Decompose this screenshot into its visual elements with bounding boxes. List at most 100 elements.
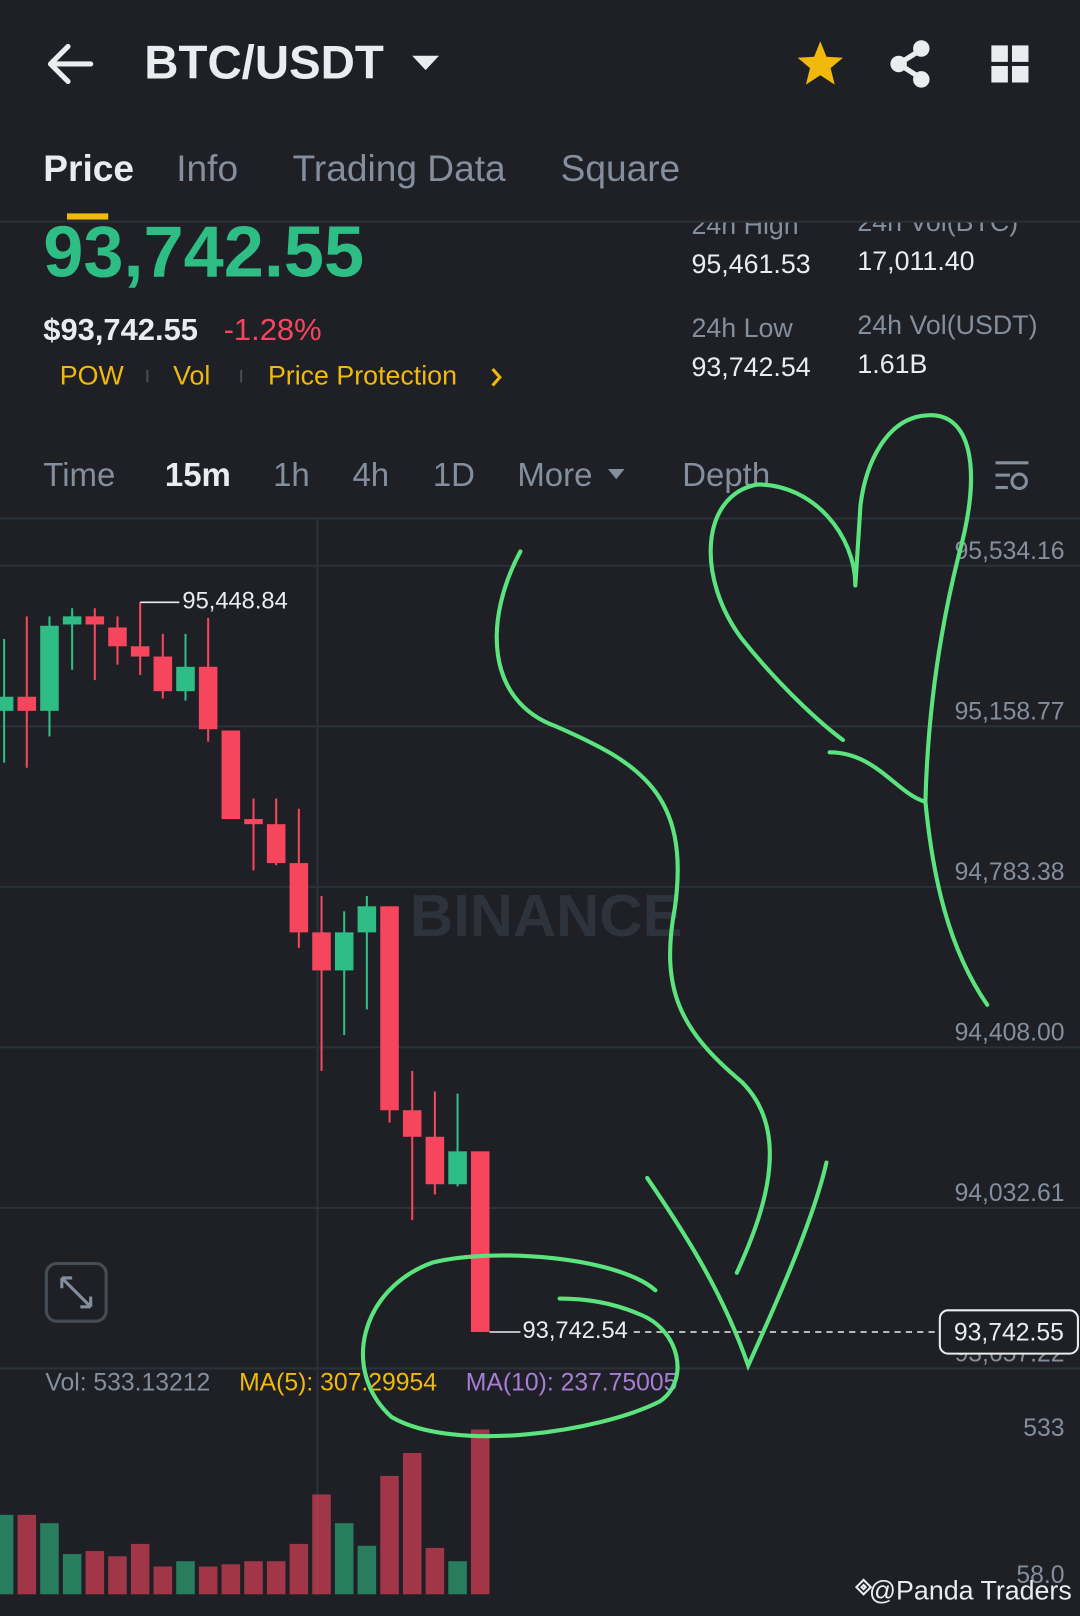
high-label: 95,448.84 — [182, 589, 287, 615]
volume-bar — [402, 1453, 422, 1595]
volume-bar — [357, 1545, 377, 1595]
credit-icon — [854, 1578, 873, 1596]
candle-body — [244, 819, 263, 825]
tab[interactable]: Square — [561, 147, 681, 189]
volume-bar — [380, 1475, 399, 1595]
candle-body — [402, 1110, 422, 1137]
credit-text: @Panda Traders — [869, 1575, 1072, 1605]
interval[interactable]: 1D — [433, 456, 475, 493]
volume-bar — [17, 1514, 37, 1595]
candle-body — [153, 656, 173, 692]
volume-bar — [266, 1561, 286, 1595]
expand-icon — [60, 1276, 93, 1309]
volume-bar — [312, 1494, 331, 1595]
volume-bar — [221, 1564, 241, 1595]
volume-legend: MA(10): 237.75005 — [466, 1370, 678, 1397]
current-price-box — [938, 1309, 1079, 1355]
stat-label: 24h High — [691, 210, 798, 240]
share-button[interactable] — [890, 40, 930, 88]
separator — [146, 370, 149, 383]
tag[interactable]: POW — [60, 360, 125, 390]
separator — [240, 370, 243, 383]
tab[interactable]: Info — [176, 147, 238, 189]
chart-settings[interactable] — [995, 461, 1029, 491]
interval[interactable]: 15m — [165, 456, 231, 493]
watermark: BINANCE — [410, 882, 682, 949]
candle-body — [357, 906, 377, 933]
volume-bar — [0, 1514, 14, 1595]
volume-bar — [85, 1551, 105, 1595]
candle-body — [380, 906, 399, 1111]
y-tick-label: 95,534.16 — [955, 538, 1065, 565]
stat-value: 17,011.40 — [857, 246, 974, 276]
volume-legend: Vol: 533.13212 — [45, 1370, 210, 1397]
more-dropdown[interactable] — [608, 468, 625, 480]
candle-body — [108, 627, 127, 647]
candle-body — [176, 666, 195, 692]
volume-bar — [289, 1543, 309, 1595]
interval[interactable]: 1h — [273, 456, 310, 493]
stat-value: 95,461.53 — [691, 249, 810, 279]
candle-body — [266, 824, 286, 864]
volume-tick-label: 58.0 — [1016, 1562, 1064, 1589]
volume-legend: MA(5): 307.29954 — [239, 1370, 437, 1397]
pair-dropdown[interactable] — [412, 55, 440, 71]
candle-body — [17, 696, 37, 711]
tab[interactable]: Price — [43, 147, 134, 189]
candle-body — [130, 646, 150, 657]
candle-body — [470, 1151, 490, 1332]
interval[interactable]: Time — [43, 456, 115, 493]
interval[interactable]: 4h — [352, 456, 389, 493]
stat-label: 24h Vol(USDT) — [857, 310, 1037, 340]
tag[interactable]: Price Protection — [268, 360, 457, 390]
volume-bar — [62, 1554, 82, 1595]
back-button[interactable] — [47, 43, 94, 85]
grid-menu[interactable] — [991, 45, 1029, 83]
y-tick-label: 95,158.77 — [955, 698, 1065, 725]
usd-price: $93,742.55 — [43, 312, 198, 347]
candle-body — [85, 616, 105, 625]
volume-bar — [244, 1561, 263, 1595]
interval[interactable]: Depth — [682, 456, 770, 493]
y-tick-label: 94,032.61 — [955, 1180, 1065, 1207]
candle-body — [448, 1151, 467, 1185]
stat-label: 24h Low — [691, 313, 793, 343]
volume-bar — [448, 1561, 467, 1595]
stat-label: 24h Vol(BTC) — [857, 207, 1018, 237]
volume-bar — [334, 1523, 354, 1595]
pair-title[interactable]: BTC/USDT — [144, 37, 384, 90]
y-tick-label: 94,783.38 — [955, 859, 1065, 886]
volume-tick-label: 533 — [1023, 1415, 1064, 1442]
tab-indicator — [66, 213, 109, 220]
candle-body — [62, 616, 82, 625]
tab[interactable]: Trading Data — [293, 147, 506, 189]
y-tick-label: 94,408.00 — [955, 1020, 1065, 1047]
last-price: 93,742.55 — [43, 213, 364, 293]
volume-bar — [470, 1429, 490, 1595]
stat-value: 1.61B — [857, 349, 927, 379]
interval[interactable]: More — [517, 456, 592, 493]
volume-bar — [425, 1547, 445, 1595]
credit: @Panda Traders — [854, 1575, 1072, 1605]
favorite-star[interactable] — [797, 41, 843, 85]
candle-body — [0, 696, 14, 711]
stats: 24h High 95,461.53 24h Vol(BTC) 17,011.4… — [691, 207, 1037, 382]
candle-body — [312, 932, 331, 971]
expand-button[interactable] — [44, 1261, 108, 1323]
candle-body — [334, 932, 354, 971]
candle-body — [425, 1136, 445, 1185]
candle-body — [289, 863, 309, 933]
candle-body — [198, 666, 218, 730]
chart: 95,534.16 95,158.77 94,783.38 94,408.00 94,0… — [0, 538, 1080, 1595]
volume-bar — [176, 1561, 195, 1595]
tag[interactable]: Vol — [173, 360, 210, 390]
volume-bar — [198, 1566, 218, 1595]
scribble — [360, 413, 990, 1439]
volume-bar — [40, 1523, 59, 1595]
current-price-label: 93,742.55 — [954, 1320, 1064, 1347]
price-change: -1.28% — [224, 312, 322, 347]
